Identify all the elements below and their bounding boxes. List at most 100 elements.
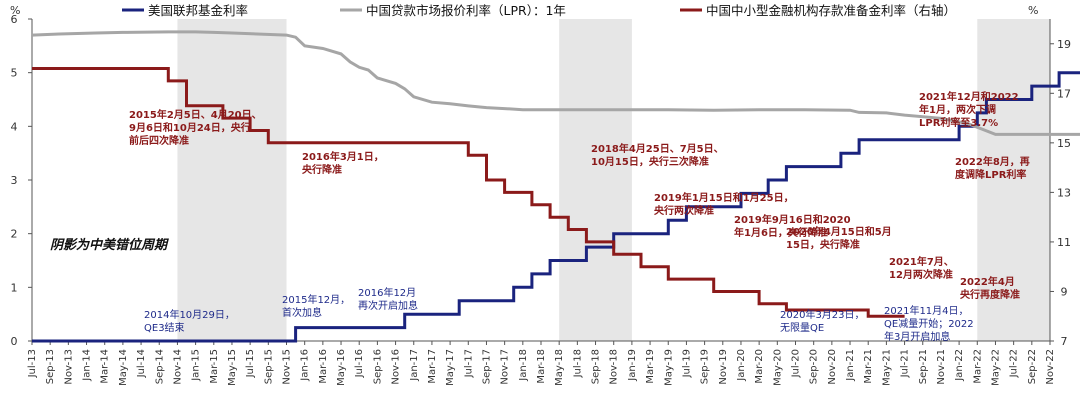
x-tick-label: Jul-21 [900, 349, 911, 378]
x-tick-label: May-20 [772, 349, 783, 386]
x-tick-label: Jul-18 [572, 349, 583, 378]
x-tick-label: Mar-22 [972, 349, 983, 384]
annotation-b3: 2016年12月再次开启加息 [358, 286, 418, 312]
right-tick-label: 17 [1057, 87, 1071, 100]
annotation-line: 2020年3月23日， [780, 308, 865, 321]
x-tick-label: Jan-22 [954, 349, 965, 382]
x-tick-label: Mar-14 [100, 349, 111, 384]
legend-label-3: 中国中小型金融机构存款准备金利率（右轴） [706, 3, 956, 18]
x-tick-label: Jan-17 [409, 349, 420, 382]
x-tick-label: Jul-13 [27, 349, 38, 378]
x-tick-label: Mar-18 [536, 349, 547, 384]
x-tick-label: Jan-21 [845, 349, 856, 382]
annotation-line: 2019年1月15日和1月25日， [654, 191, 794, 204]
x-tick-label: Sep-20 [809, 349, 820, 384]
left-tick-label: 5 [11, 67, 18, 80]
annotation-line: 度调降LPR利率 [955, 168, 1026, 181]
x-tick-label: Sep-13 [45, 349, 56, 384]
x-tick-label: Jan-16 [300, 349, 311, 382]
annotation-a8: 2021年12月和2022 年1月，两次下调 LPR利率至3.7% [919, 90, 1019, 129]
x-tick-label: Jul-15 [245, 349, 256, 378]
x-tick-label: Mar-15 [209, 349, 220, 384]
annotation-line: 2018年4月25日、7月5日、 [591, 142, 724, 155]
left-tick-label: 4 [11, 120, 18, 133]
annotation-line: 年1月，两次下调 [919, 103, 996, 116]
x-tick-label: Jul-17 [463, 349, 474, 378]
x-tick-label: Jan-18 [518, 349, 529, 382]
annotation-b1: 2014年10月29日， QE3结束 [144, 308, 235, 334]
x-tick-label: Mar-17 [427, 349, 438, 384]
x-tick-label: Mar-20 [754, 349, 765, 384]
left-tick-label: 2 [11, 228, 18, 241]
annotation-line: 年3月开启加息 [884, 330, 950, 343]
annotation-b5: 2021年11月4日， QE减量开始；2022 年3月开启加息 [884, 304, 974, 343]
left-axis-unit: % [10, 4, 20, 17]
annotation-a2: 2016年3月1日，央行降准 [302, 150, 384, 176]
x-tick-label: Nov-21 [936, 349, 947, 385]
annotation-line: QE3结束 [144, 321, 185, 334]
annotation-line: 无限量QE [780, 322, 824, 334]
series-line-3 [32, 67, 905, 318]
x-tick-label: May-16 [336, 349, 347, 386]
annotation-line: 9月6日和10月24日，央行 [129, 121, 251, 134]
x-tick-label: May-22 [990, 349, 1001, 386]
x-tick-label: Sep-17 [481, 349, 492, 384]
annotation-line: 2022年4月 [960, 275, 1015, 288]
x-tick-label: Sep-22 [1027, 349, 1038, 384]
x-tick-label: Mar-19 [645, 349, 656, 384]
x-tick-label: Sep-16 [372, 349, 383, 384]
x-tick-label: May-19 [663, 349, 674, 386]
left-tick-label: 1 [11, 281, 18, 294]
x-tick-label: Nov-22 [1045, 349, 1056, 385]
x-tick-label: Sep-19 [700, 349, 711, 384]
left-tick-label: 3 [11, 174, 18, 187]
right-tick-label: 15 [1057, 137, 1071, 150]
annotation-line: 12月两次降准 [889, 268, 953, 281]
annotation-line: 央行降准 [302, 163, 342, 176]
annotation-a3: 2018年4月25日、7月5日、 10月15日，央行三次降准 [591, 142, 724, 168]
annotation-line: 再次开启加息 [358, 299, 418, 312]
annotation-a5: 2019年9月16日和2020 年1月6日，央行降准 [734, 213, 851, 239]
x-tick-label: Nov-17 [500, 349, 511, 385]
annotation-line: 首次加息 [282, 306, 322, 319]
x-tick-label: Sep-21 [918, 349, 929, 384]
series-line-2 [31, 30, 1080, 136]
annotation-line: 15日，央行降准 [786, 238, 860, 251]
x-tick-label: Mar-16 [318, 349, 329, 384]
annotation-line: 2021年12月和2022 [919, 90, 1019, 103]
shaded-period-1 [177, 19, 287, 341]
annotation-b4: 2020年3月23日，无限量QE [780, 308, 865, 334]
annotation-line: 2019年9月16日和2020 [734, 213, 851, 226]
annotation-line: 2016年12月 [358, 286, 416, 299]
shaded-period-3 [977, 19, 1050, 341]
left-tick-label: 6 [11, 13, 18, 26]
right-tick-label: 11 [1057, 236, 1071, 249]
x-tick-label: Mar-21 [863, 349, 874, 384]
legend-label-2: 中国贷款市场报价利率（LPR）：1年 [366, 3, 566, 18]
series-line-1 [32, 71, 1080, 343]
x-tick-label: Nov-13 [63, 349, 74, 385]
x-tick-label: Jan-14 [82, 349, 93, 382]
shaded-period-2 [559, 19, 632, 341]
annotation-a10: 2022年4月央行再度降准 [960, 275, 1020, 301]
x-tick-label: Jul-22 [1009, 349, 1020, 378]
annotation-b2: 2015年12月，首次加息 [282, 293, 350, 319]
right-tick-label: 19 [1057, 38, 1071, 51]
annotation-line: 2020年4月15日和5月 [786, 225, 892, 238]
annotation-line: 2016年3月1日， [302, 150, 384, 163]
annotation-line: QE减量开始；2022 [884, 317, 974, 330]
x-tick-label: Nov-14 [172, 349, 183, 385]
right-tick-label: 7 [1061, 335, 1068, 348]
annotation-line: 2021年11月4日， [884, 304, 969, 317]
annotation-line: 2015年12月， [282, 293, 350, 306]
x-tick-label: Jul-16 [354, 349, 365, 378]
annotation-line: 10月15日，央行三次降准 [591, 155, 709, 168]
annotation-line: 2022年8月，再 [955, 155, 1030, 168]
legend-label-1: 美国联邦基金利率 [148, 3, 248, 18]
x-tick-label: May-18 [554, 349, 565, 386]
x-tick-label: May-17 [445, 349, 456, 386]
x-tick-label: Jan-15 [191, 349, 202, 382]
right-axis-unit: % [1028, 4, 1038, 17]
x-tick-label: Jul-14 [136, 349, 147, 378]
